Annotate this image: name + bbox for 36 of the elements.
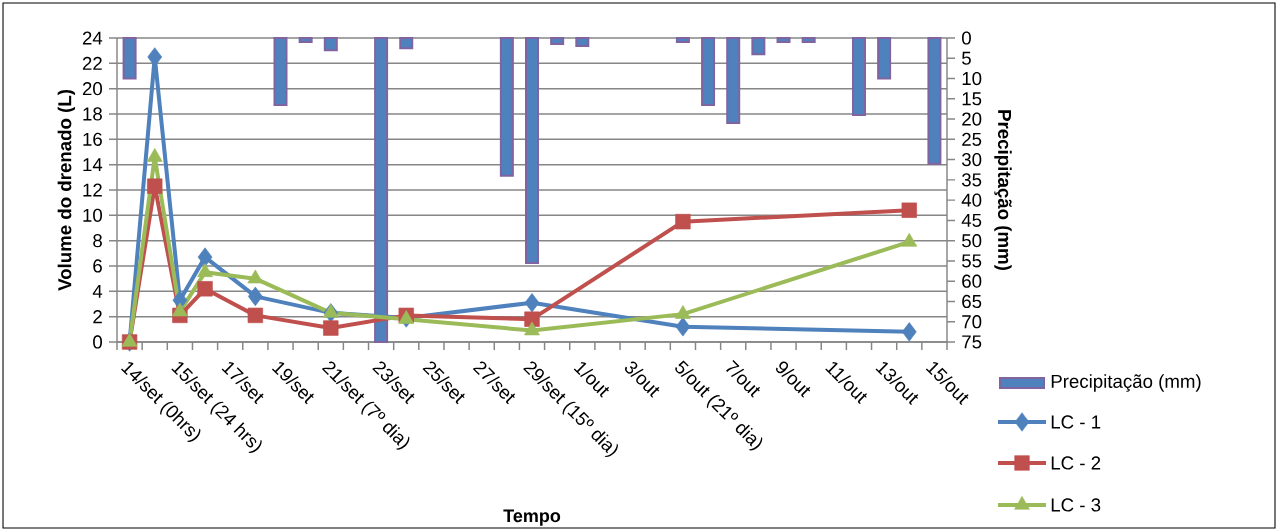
y2-tick-label: 15	[962, 92, 982, 106]
y2-tick-label: 5	[962, 51, 971, 65]
y2-tick-label: 45	[961, 213, 982, 227]
y-tick-label: 2	[93, 310, 102, 324]
y-tick-label: 10	[83, 208, 103, 222]
y-tick-label: 12	[83, 183, 102, 197]
y-tick-label: 8	[93, 234, 102, 248]
y2-tick-label: 60	[962, 274, 982, 288]
y2-tick-label: 20	[962, 112, 982, 126]
y-tick-label: 4	[92, 284, 103, 298]
legend-label: LC - 2	[1051, 456, 1101, 470]
legend-label: LC - 1	[1051, 415, 1101, 429]
y2-tick-label: 35	[961, 173, 982, 187]
y2-tick-label: 30	[961, 152, 982, 167]
y-tick-label: 0	[93, 335, 103, 349]
y-tick-label: 16	[83, 132, 102, 146]
y-tick-label: 14	[83, 158, 103, 172]
y2-tick-label: 70	[962, 315, 982, 329]
legend-label: Precipitação (mm)	[1051, 374, 1201, 392]
y2-tick-label: 55	[962, 254, 982, 268]
y-axis-title: Volume do drenado (L)	[57, 89, 76, 291]
y2-tick-label: 25	[962, 132, 982, 146]
y2-tick-label: 50	[962, 234, 982, 248]
legend-label: LC - 3	[1051, 498, 1101, 512]
y2-tick-label: 0	[962, 31, 971, 45]
y-tick-label: 6	[93, 259, 102, 273]
y2-tick-label: 75	[962, 335, 982, 349]
y2-tick-label: 10	[962, 71, 982, 86]
x-axis-title: Tempo	[503, 509, 561, 526]
y2-axis-title: Precipitação (mm)	[994, 110, 1012, 270]
y-tick-label: 20	[82, 82, 103, 96]
y-tick-label: 18	[83, 107, 102, 121]
y2-tick-label: 40	[961, 193, 982, 207]
y2-tick-label: 65	[962, 294, 982, 309]
y-tick-label: 24	[82, 31, 103, 45]
y-tick-label: 22	[82, 56, 102, 70]
